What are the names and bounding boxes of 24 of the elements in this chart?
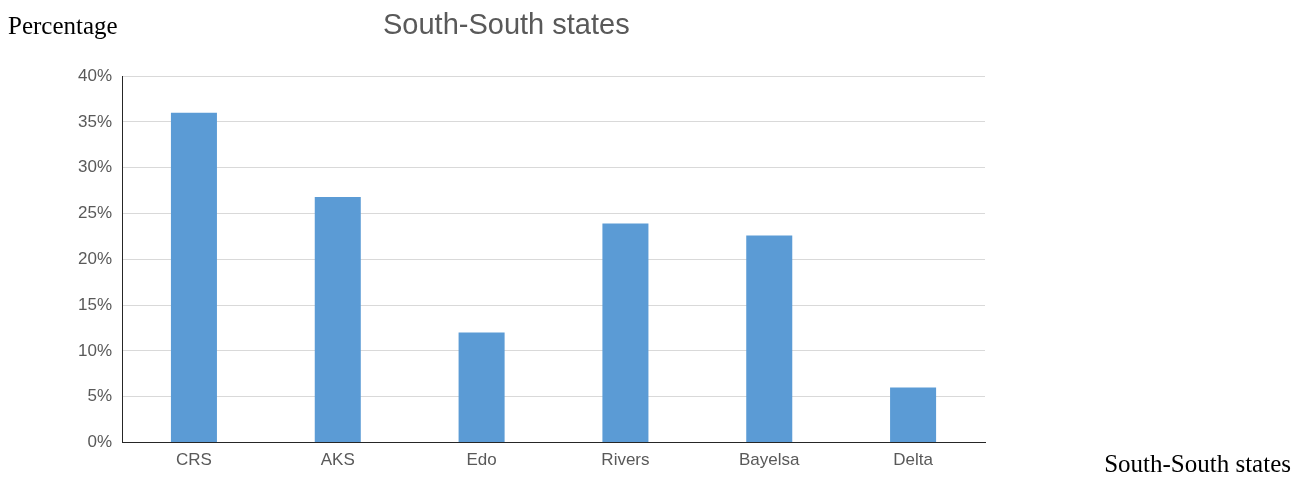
y-tick-label: 15% <box>77 294 113 314</box>
y-tick-label: 25% <box>77 203 113 223</box>
y-tick-label: 0% <box>87 432 113 452</box>
y-axis-title: Percentage <box>8 12 118 40</box>
bar <box>602 223 649 443</box>
y-tick-label: 5% <box>87 386 113 406</box>
bar <box>458 332 505 443</box>
bar <box>314 196 361 443</box>
x-tick-label: CRS <box>175 450 212 470</box>
bar <box>890 387 937 443</box>
x-tick-label: Delta <box>893 450 934 470</box>
bar <box>170 112 217 443</box>
x-tick-label: AKS <box>320 450 355 470</box>
chart-title: South-South states <box>383 8 630 41</box>
y-tick-label: 35% <box>77 111 113 131</box>
bar <box>746 235 793 443</box>
y-tick-label: 40% <box>77 65 113 85</box>
x-tick-label: Bayelsa <box>739 450 801 470</box>
y-tick-label: 30% <box>77 157 113 177</box>
x-tick-label: Edo <box>466 450 497 470</box>
y-tick-label: 20% <box>77 248 113 268</box>
y-tick-label: 10% <box>77 340 113 360</box>
x-tick-label: Rivers <box>601 450 650 470</box>
x-axis-title: South-South states <box>1104 450 1291 478</box>
